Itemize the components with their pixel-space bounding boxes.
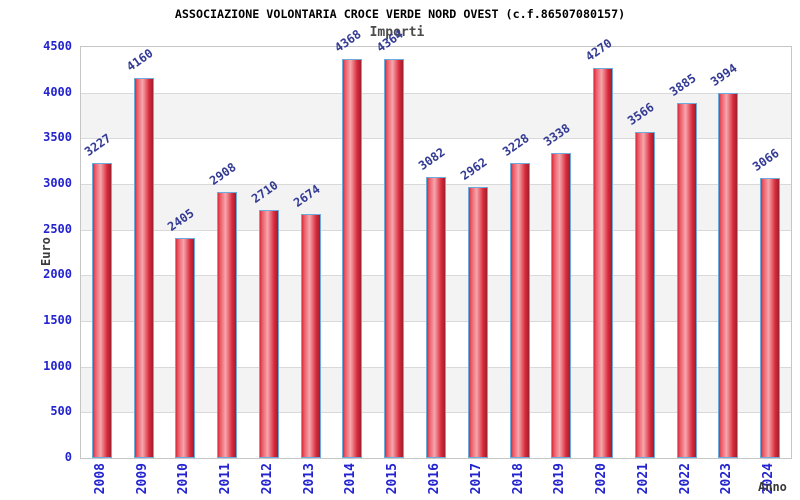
y-tick-label: 3000 xyxy=(43,176,72,190)
bar-2012 xyxy=(258,210,279,458)
plot-area: 3227 4160 2405 2908 2710 2674 4368 4364 3082 2962… xyxy=(80,27,792,459)
y-tick-label: 1500 xyxy=(43,313,72,327)
bar-2023 xyxy=(718,93,739,458)
x-tick-label-2020: 2020 xyxy=(594,463,610,495)
x-tick-label-2011: 2011 xyxy=(218,463,234,495)
x-tick-label-2021: 2021 xyxy=(635,463,651,495)
bar-2009 xyxy=(133,78,154,458)
grid-line xyxy=(81,92,791,94)
plot-band xyxy=(81,47,791,93)
x-tick-label-2019: 2019 xyxy=(552,463,568,495)
x-tick-label-2022: 2022 xyxy=(677,463,693,495)
bar-2010 xyxy=(175,238,196,458)
bar-2019 xyxy=(551,153,572,458)
x-tick-label-2017: 2017 xyxy=(468,463,484,495)
y-tick-label: 2500 xyxy=(43,221,72,236)
y-tick-label: 4000 xyxy=(43,84,72,99)
y-tick-label: 2000 xyxy=(43,267,72,282)
y-tick-label: 1000 xyxy=(43,358,72,373)
y-tick-label: 4500 xyxy=(43,39,72,53)
bar-2011 xyxy=(217,192,238,458)
bar-2021 xyxy=(634,132,655,458)
x-tick-label-2012: 2012 xyxy=(259,463,275,495)
x-tick-label-2016: 2016 xyxy=(427,463,442,495)
bar-2015 xyxy=(384,59,405,458)
bar-2016 xyxy=(426,176,446,458)
x-tick-label-2010: 2010 xyxy=(176,463,192,495)
bar-2014 xyxy=(342,59,363,458)
x-tick-label-2015: 2015 xyxy=(385,463,401,495)
x-axis-title: Anno xyxy=(758,480,787,494)
bar-2024 xyxy=(760,177,781,458)
y-tick-label: 3500 xyxy=(43,130,72,145)
x-tick-label-2008: 2008 xyxy=(92,463,108,495)
x-tick-label-2013: 2013 xyxy=(301,463,317,495)
bar-2017 xyxy=(467,187,488,458)
y-tick-label: 0 xyxy=(64,450,72,464)
bar-2013 xyxy=(300,213,321,458)
bar-2008 xyxy=(91,163,112,458)
x-tick-label-2023: 2023 xyxy=(719,463,735,495)
plot-band xyxy=(81,138,791,184)
y-axis-title: Euro xyxy=(39,237,53,266)
bar-2020 xyxy=(593,68,614,458)
plot-band xyxy=(81,92,791,139)
chart-subtitle: Importi xyxy=(369,25,425,40)
grid-line xyxy=(81,138,791,140)
x-tick-label-2009: 2009 xyxy=(134,463,150,495)
y-tick-label: 500 xyxy=(50,404,72,419)
x-tick-label-2014: 2014 xyxy=(343,463,359,495)
chart-title: ASSOCIAZIONE VOLONTARIA CROCE VERDE NORD… xyxy=(174,7,626,21)
bar-2018 xyxy=(509,163,530,458)
bar-2022 xyxy=(676,103,697,458)
x-tick-label-2018: 2018 xyxy=(510,463,526,495)
